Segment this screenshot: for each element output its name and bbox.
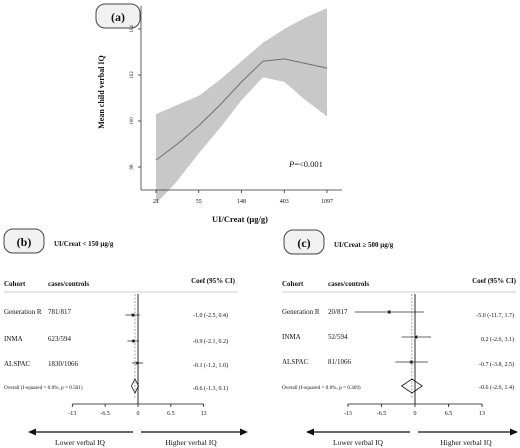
x-tick-labels: 21 55 148 403 1097 <box>153 190 333 205</box>
y-axis-label: Mean child verbal IQ <box>97 55 106 129</box>
y-tick-labels: 98 100 102 104 <box>130 25 141 170</box>
panel-b-direction-arrows <box>28 428 248 436</box>
study-point-estimate <box>131 313 135 317</box>
x-tick-label: 148 <box>237 199 246 205</box>
panel-b-forest-plot <box>72 294 204 405</box>
panel-c-arrow-right-head <box>510 428 518 436</box>
estimate-line <box>155 58 328 161</box>
panel-c-col-coef: Coef (95% CI) <box>472 277 517 285</box>
panel-c-arrow-left-head <box>306 428 314 436</box>
x-tick-label: 1097 <box>321 199 333 205</box>
panel-c-x-tick-labels: -13 -6.5 0 6.5 13 <box>344 404 485 417</box>
panel-b-study-name: Generation R <box>4 308 42 316</box>
panel-c-study-name: ALSPAC <box>282 358 309 366</box>
panel-b-study-cases: 781/817 <box>48 308 71 316</box>
panel-b-arrow-right-head <box>240 428 248 436</box>
forest-x-tick-label: -6.5 <box>100 411 110 417</box>
y-tick-label: 102 <box>130 71 135 79</box>
panel-b-study-name: ALSPAC <box>4 360 31 368</box>
panel-c-label-box <box>283 229 325 255</box>
panel-c-study-cases: 81/1066 <box>328 358 351 366</box>
panel-c: (c) UI/Creat ≥ 500 μg/g Cohort cases/con… <box>282 229 518 447</box>
panel-b-study-cases: 1830/1066 <box>48 360 78 368</box>
forest-x-tick-label: -13 <box>344 411 352 417</box>
study-point-estimate <box>414 335 418 339</box>
study-point-estimate <box>132 339 135 343</box>
panel-b-x-tick-labels: -13 -6.5 0 6.5 13 <box>68 404 207 417</box>
p-value-italic: P <box>288 159 294 169</box>
panel-b-arrow-right-label: Higher verbal IQ <box>165 438 217 447</box>
panel-c-overall-coef: -0.6 (-2.6, 1.4) <box>479 384 514 391</box>
panel-b-col-coef: Coef (95% CI) <box>191 277 236 285</box>
study-point-estimate <box>387 310 391 314</box>
panel-b-arrow-left-label: Lower verbal IQ <box>55 438 106 447</box>
x-tick-label: 55 <box>196 199 202 205</box>
forest-x-tick-label: -13 <box>68 411 76 417</box>
panel-b-study-coef: -1.0 (-2.5, 0.4) <box>193 312 228 319</box>
panel-c-overall-text: Overall (I-squared = 0.0%, p = 0.369) <box>282 384 361 391</box>
panel-c-col-cases: cases/controls <box>328 280 369 288</box>
x-tick-label: 403 <box>280 199 289 205</box>
study-point-estimate <box>136 361 139 365</box>
panel-b-col-cohort: Cohort <box>4 280 26 288</box>
p-value-annotation: P=<0.001 <box>288 159 323 169</box>
x-tick-label: 21 <box>153 199 159 205</box>
panel-c-study-cases: 52/594 <box>328 333 348 341</box>
forest-x-tick-label: -6.5 <box>377 411 387 417</box>
panel-b-arrow-left-head <box>28 428 36 436</box>
forest-x-tick-label: 6.5 <box>167 411 175 417</box>
overall-diamond <box>400 378 423 394</box>
forest-x-tick-label: 0 <box>414 411 417 417</box>
panel-c-study-coef: -5.0 (-11.7, 1.7) <box>476 312 514 319</box>
y-tick-label: 100 <box>130 117 135 125</box>
panel-b-study-coef: -0.9 (-2.1, 0.2) <box>193 338 228 345</box>
study-point-estimate <box>410 360 413 364</box>
panel-a-label-box <box>95 3 141 29</box>
spline-plot <box>155 8 328 204</box>
forest-x-tick-label: 6.5 <box>445 411 453 417</box>
panel-c-arrow-right-label: Higher verbal IQ <box>440 438 492 447</box>
panel-b-study-name: INMA <box>4 335 23 343</box>
panel-c-title: UI/Creat ≥ 500 μg/g <box>334 241 394 249</box>
panel-c-forest-plot <box>347 294 483 405</box>
x-axis-label: UI/Creat (μg/g) <box>212 214 268 224</box>
panel-b-study-cases: 623/594 <box>48 335 71 343</box>
panel-a-label: (a) <box>111 10 125 24</box>
panel-c-study-coef: 0.2 (-2.6, 3.1) <box>481 336 514 343</box>
panel-b-overall-text: Overall (I-squared = 0.0%, p = 0.501) <box>4 384 83 391</box>
panel-b-label-box <box>3 228 45 254</box>
panel-c-study-cases: 20/817 <box>328 308 348 316</box>
panel-c-study-name: Generation R <box>282 308 320 316</box>
panel-c-col-cohort: Cohort <box>282 280 304 288</box>
p-value-text: =<0.001 <box>294 159 323 169</box>
confidence-band <box>156 8 327 204</box>
overall-diamond <box>130 378 139 394</box>
y-tick-label: 104 <box>130 25 135 33</box>
panel-b-overall-coef: -0.6 (-1.3, 0.1) <box>193 385 228 392</box>
panel-a: (a) 98 100 102 104 21 55 148 403 1097 Mean chil… <box>95 3 342 224</box>
panel-c-study-name: INMA <box>282 333 301 341</box>
panel-b-label: (b) <box>17 235 32 249</box>
forest-x-tick-label: 13 <box>201 411 207 417</box>
panel-c-label: (c) <box>297 236 310 250</box>
panel-b: (b) UI/Creat < 150 μg/g Cohort cases/con… <box>3 228 248 447</box>
y-tick-label: 98 <box>130 164 135 170</box>
panel-b-col-cases: cases/controls <box>48 280 89 288</box>
panel-c-study-coef: -0.7 (-3.8, 2.5) <box>479 361 514 368</box>
panel-c-arrow-left-label: Lower verbal IQ <box>333 438 384 447</box>
panel-c-direction-arrows <box>306 428 518 436</box>
panel-b-title: UI/Creat < 150 μg/g <box>54 240 114 248</box>
panel-b-study-coef: -0.1 (-1.2, 1.0) <box>193 362 228 369</box>
forest-x-tick-label: 0 <box>137 411 140 417</box>
forest-x-tick-label: 13 <box>479 411 485 417</box>
